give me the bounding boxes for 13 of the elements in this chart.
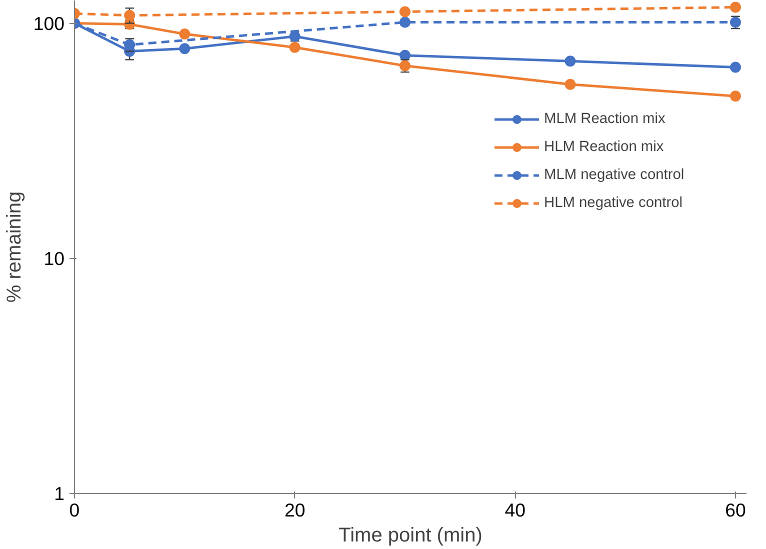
y-tick-label: 100 xyxy=(33,12,65,34)
legend-label: HLM Reaction mix xyxy=(544,139,664,155)
x-axis-title: Time point (min) xyxy=(338,524,482,546)
legend-label: MLM Reaction mix xyxy=(544,111,666,127)
x-tick-label: 40 xyxy=(504,500,526,520)
x-tick-label: 0 xyxy=(69,500,80,520)
x-tick-label: 60 xyxy=(725,500,746,520)
y-tick-label: 10 xyxy=(44,248,65,269)
legend-label: HLM negative control xyxy=(544,195,682,211)
x-tick-label: 20 xyxy=(284,500,306,520)
legend-label: MLM negative control xyxy=(544,167,684,183)
y-tick-label: 1 xyxy=(54,483,65,504)
y-axis-title: % remaining xyxy=(3,191,26,303)
